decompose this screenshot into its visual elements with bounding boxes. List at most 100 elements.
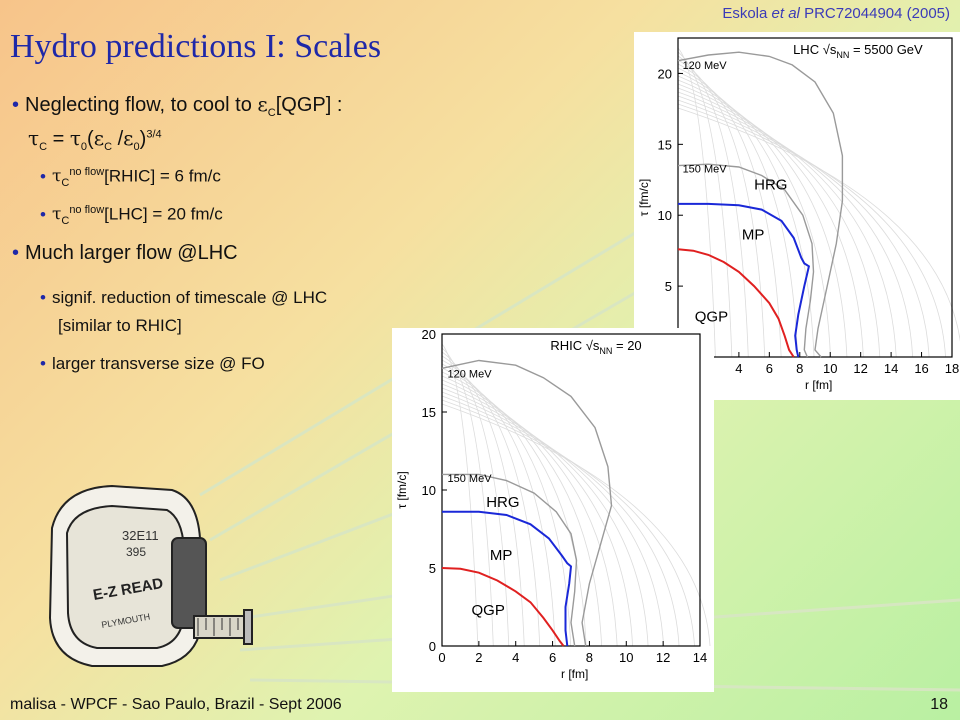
isotherm-guide-line (441, 375, 603, 647)
isotherm-guide-line (441, 355, 525, 647)
x-tick-label: 16 (914, 361, 928, 376)
bullet-dot-icon: • (40, 166, 46, 186)
subbullet-text: larger transverse size @ FO (51, 354, 265, 373)
x-axis-label: r [fm] (561, 667, 588, 681)
rhic-chart-svg: 0 2 4 6 8 10 12 14 0 5 10 15 20 r [fm] τ [fm/c] RHIC √s… (395, 328, 711, 681)
bullet-text: Neglecting flow, to cool to (25, 94, 258, 116)
isotherm-guide-line (441, 399, 695, 647)
slide-title: Hydro predictions I: Scales (10, 28, 382, 65)
region-label-hrg: HRG (754, 177, 787, 194)
tau-symbol: τ (28, 126, 40, 150)
region-label-hrg: HRG (486, 494, 519, 511)
x-tick-label: 12 (853, 361, 867, 376)
series-line-120-mev (441, 359, 613, 647)
footer-text: malisa - WPCF - Sao Paulo, Brazil - Sept… (10, 696, 342, 713)
x-tick-label: 6 (549, 650, 556, 665)
isotherm-guide-line (441, 371, 587, 647)
region-label-qgp: QGP (695, 309, 728, 326)
isotherm-label-150: 150 MeV (683, 164, 728, 176)
isotherm-guide-line (677, 55, 749, 358)
citation: Eskola et al PRC72044904 (2005) (722, 5, 950, 22)
superscript-no-flow: no flow (69, 204, 105, 216)
bullet-dot-icon: • (40, 288, 46, 307)
series-line-120-mev (677, 51, 844, 358)
tau-symbol: τ (51, 204, 62, 225)
subscript-c: C (267, 107, 276, 119)
isotherm-guide-line (677, 87, 881, 358)
x-axis-label: r [fm] (805, 378, 832, 392)
isotherm-guide-line (677, 95, 914, 358)
tape-measure-image: 32E11 395 E-Z READ PLYMOUTH (48, 484, 253, 667)
subbullet-lhc-timescale: • τCno flow[LHC] = 20 fm/c (40, 204, 223, 227)
isotherm-guide-line (441, 383, 633, 647)
isotherm-guide-line (677, 63, 782, 358)
citation-authors: Eskola (722, 5, 768, 22)
bullet-dot-icon: • (40, 204, 46, 224)
tau-symbol: τ (69, 126, 81, 150)
isotherm-guide-line (441, 359, 541, 647)
isotherm-guide-line (441, 379, 618, 647)
x-tick-label: 14 (693, 650, 707, 665)
subbullet-text: [RHIC] = 6 fm/c (104, 166, 221, 186)
isotherm-guide-line (677, 67, 798, 358)
formula-tau-c: τC = τ0(εC /ε0)3/4 (28, 126, 162, 153)
isotherm-guide-line (677, 75, 831, 358)
chart-title: LHC √sNN = 5500 GeV (793, 42, 923, 60)
citation-etal: et al (771, 5, 800, 22)
subbullet-timescale-reduction: • signif. reduction of timescale @ LHC [s… (40, 284, 327, 340)
isotherm-guide-line (677, 107, 960, 342)
paren-open: ( (87, 128, 94, 150)
series-line-qgp (677, 248, 795, 358)
subbullet-text: [LHC] = 20 fm/c (104, 204, 223, 224)
plot-frame (441, 333, 701, 647)
y-tick-label: 5 (665, 279, 672, 294)
isotherm-guide-line (677, 71, 815, 358)
isotherm-guide-line (441, 403, 711, 647)
y-tick-label: 20 (422, 328, 436, 342)
x-tick-label: 4 (512, 650, 519, 665)
y-axis-label: τ [fm/c] (395, 471, 409, 508)
y-tick-label: 10 (658, 208, 672, 223)
x-tick-label: 2 (475, 650, 482, 665)
page-number: 18 (930, 696, 948, 713)
chart-title: RHIC √sNN = 20 (550, 338, 641, 356)
series-line-150-mev (442, 473, 578, 647)
tape-label-mid: 395 (126, 545, 146, 559)
bullet-dot-icon: • (12, 94, 20, 116)
rhic-plot: 0 2 4 6 8 10 12 14 0 5 10 15 20 r [fm] τ [fm/c] RHIC √s… (392, 328, 714, 692)
bullet-dot-icon: • (12, 242, 20, 264)
subscript-c: C (39, 141, 48, 153)
y-tick-label: 20 (658, 66, 672, 81)
y-axis-label: τ [fm/c] (637, 179, 651, 216)
region-label-mp: MP (490, 547, 513, 564)
slash: / (112, 128, 124, 150)
subscript-c: C (104, 141, 113, 153)
isotherm-guide-line (677, 83, 864, 358)
bullet-neglecting-flow: • Neglecting flow, to cool to εC[QGP] : (12, 92, 342, 119)
y-tick-label: 10 (422, 483, 436, 498)
isotherm-guide-line (677, 91, 897, 358)
subscript-c: C (61, 215, 70, 228)
x-tick-label: 0 (438, 650, 445, 665)
x-tick-label: 12 (656, 650, 670, 665)
subscript-0: 0 (80, 141, 88, 153)
citation-ref: PRC72044904 (2005) (804, 5, 950, 22)
series-line-qgp (441, 567, 565, 647)
plot-frame (677, 37, 953, 358)
y-tick-label: 0 (429, 639, 436, 654)
paren-close: ) (139, 128, 147, 150)
y-tick-label: 5 (429, 561, 436, 576)
y-tick-label: 15 (658, 137, 672, 152)
isotherm-label-120: 120 MeV (683, 60, 728, 72)
subbullet-transverse-size: • larger transverse size @ FO (40, 354, 265, 374)
tau-symbol: τ (51, 166, 62, 187)
bullet-dot-icon: • (40, 354, 46, 373)
x-tick-label: 6 (766, 361, 773, 376)
bullet-text-tail: [QGP] : (275, 94, 343, 116)
x-tick-label: 18 (945, 361, 959, 376)
isotherm-guide-line (441, 395, 680, 647)
isotherm-guide-line (441, 367, 572, 647)
isotherm-guide-line (441, 363, 556, 647)
subscript-c: C (61, 177, 70, 190)
